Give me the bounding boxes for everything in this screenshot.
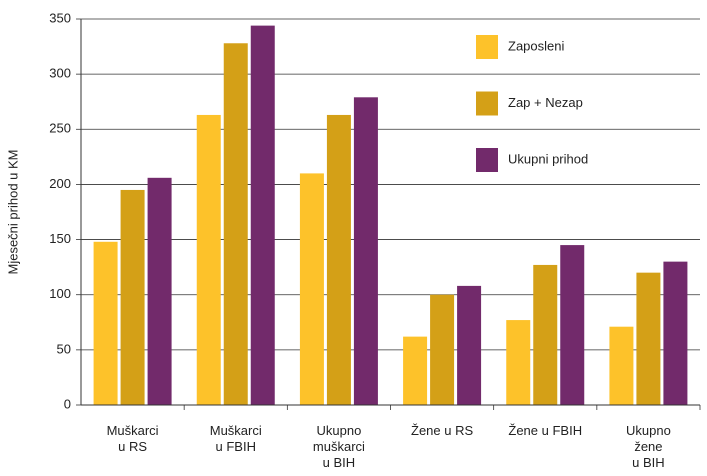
bar (326, 114, 351, 405)
bar (609, 326, 634, 405)
bar (663, 261, 688, 405)
bar (560, 245, 585, 405)
legend-swatch (476, 35, 498, 59)
bar (430, 294, 455, 405)
y-tick-label: 0 (64, 396, 71, 411)
bar (403, 336, 428, 405)
legend-label: Zaposleni (508, 38, 564, 53)
bar (636, 272, 661, 405)
y-tick-label: 150 (49, 231, 71, 246)
bar (223, 43, 248, 406)
legend-swatch (476, 91, 498, 116)
y-axis-label: Mjesečni prihod u KM (5, 150, 20, 275)
legend-label: Ukupni prihod (508, 151, 588, 166)
bar (147, 177, 172, 405)
legend-label: Zap + Nezap (508, 95, 583, 110)
bar (299, 173, 324, 405)
x-tick-label: Ukupno žene u BIH (626, 423, 671, 470)
y-tick-label: 250 (49, 121, 71, 136)
y-tick-label: 350 (49, 10, 71, 25)
bar (506, 320, 531, 405)
x-tick-label: Žene u RS (411, 423, 473, 438)
bar (120, 189, 145, 405)
bar (457, 285, 482, 405)
x-tick-label: Žene u FBIH (508, 423, 582, 438)
bar (353, 97, 378, 405)
y-tick-label: 200 (49, 176, 71, 191)
y-tick-label: 100 (49, 286, 71, 301)
legend-swatch (476, 148, 498, 172)
bar (533, 264, 558, 405)
x-tick-label: Ukupno muškarci u BIH (313, 423, 365, 470)
bar (93, 241, 118, 405)
x-tick-label: Muškarci u FBIH (210, 423, 262, 454)
bar (196, 114, 221, 405)
x-tick-label: Muškarci u RS (107, 423, 159, 454)
bar (250, 25, 275, 405)
y-tick-label: 300 (49, 66, 71, 81)
y-tick-label: 50 (57, 341, 71, 356)
